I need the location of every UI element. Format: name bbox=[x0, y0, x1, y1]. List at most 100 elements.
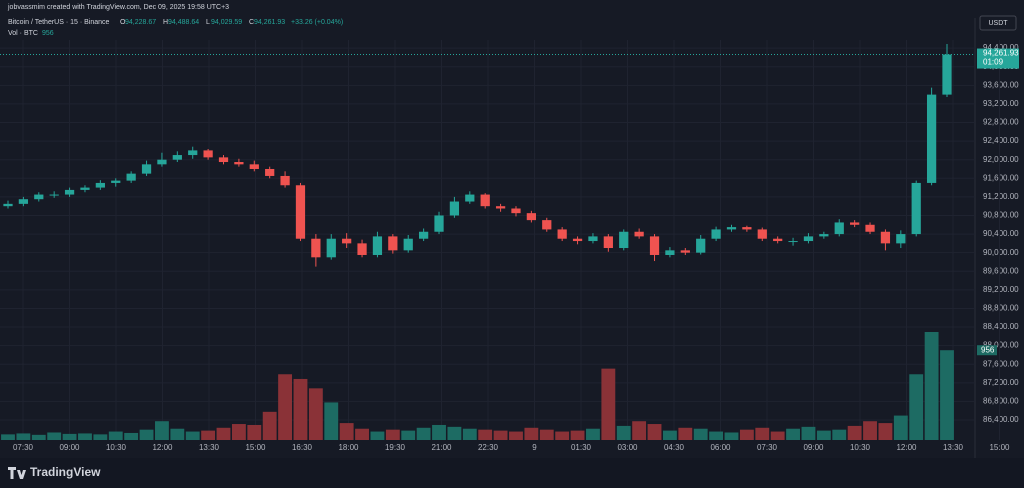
candle-body bbox=[372, 236, 383, 255]
candle-body bbox=[803, 236, 814, 242]
x-tick-label: 13:30 bbox=[199, 443, 220, 452]
volume-bar bbox=[863, 421, 877, 440]
x-tick-label: 10:30 bbox=[106, 443, 127, 452]
ohlc-value: 94,029.59 bbox=[211, 19, 242, 26]
x-tick-label: 09:00 bbox=[59, 443, 80, 452]
x-tick-label: 10:30 bbox=[850, 443, 871, 452]
candle-body bbox=[557, 229, 567, 239]
x-tick-label: 09:00 bbox=[803, 443, 824, 452]
candle-body bbox=[18, 199, 29, 204]
candle-body bbox=[265, 168, 275, 176]
brand-logo bbox=[8, 467, 26, 479]
y-tick-label: 92,400.00 bbox=[983, 136, 1019, 145]
currency-button[interactable] bbox=[979, 15, 1017, 31]
candle-body bbox=[311, 238, 321, 258]
candle-body bbox=[64, 189, 75, 195]
x-tick-label: 06:00 bbox=[710, 443, 731, 452]
candle-body bbox=[188, 150, 198, 156]
candle-body bbox=[249, 164, 259, 169]
volume-bar bbox=[601, 368, 616, 440]
candle-body bbox=[834, 222, 844, 235]
candle-body bbox=[403, 238, 413, 251]
x-tick-label: 03:00 bbox=[617, 443, 638, 452]
candle-body bbox=[665, 250, 675, 255]
volume-bar bbox=[801, 426, 816, 440]
y-tick-label: 86,800.00 bbox=[983, 397, 1019, 406]
candle-body bbox=[342, 238, 352, 244]
candle-body bbox=[896, 234, 906, 244]
volume-tag-label: 956 bbox=[981, 345, 995, 354]
y-tick-label: 91,600.00 bbox=[983, 173, 1019, 182]
volume-bar bbox=[355, 428, 369, 440]
candle-body bbox=[49, 194, 59, 196]
candle-body bbox=[542, 220, 552, 230]
candle-body bbox=[218, 157, 229, 163]
volume-bar bbox=[262, 411, 277, 440]
candle-body bbox=[3, 203, 13, 207]
y-tick-label: 91,200.00 bbox=[983, 192, 1019, 201]
candle-body bbox=[157, 159, 167, 165]
candle-body bbox=[495, 206, 506, 209]
candle-body bbox=[726, 227, 737, 230]
candle-body bbox=[326, 238, 336, 258]
candle-body bbox=[111, 180, 121, 183]
volume-bar bbox=[308, 388, 323, 440]
volume-bar bbox=[16, 433, 31, 440]
volume-bar bbox=[724, 432, 739, 440]
volume-bar bbox=[478, 429, 493, 440]
candle-body bbox=[819, 234, 829, 237]
y-tick-label: 86,400.00 bbox=[983, 415, 1019, 424]
y-tick-label: 88,000.00 bbox=[983, 341, 1019, 350]
volume-bar bbox=[432, 424, 446, 440]
candle-body bbox=[773, 238, 783, 242]
volume-bar bbox=[416, 427, 431, 440]
volume-bar bbox=[324, 402, 339, 440]
countdown: 01:09 bbox=[983, 58, 1004, 67]
currency-label[interactable]: USDT bbox=[988, 20, 1008, 27]
volume-bar bbox=[247, 424, 262, 440]
volume-bar bbox=[770, 431, 785, 440]
y-tick-label: 93,600.00 bbox=[983, 80, 1019, 89]
volume-bar bbox=[370, 431, 385, 440]
volume-bar bbox=[493, 430, 508, 440]
x-tick-label: 12:00 bbox=[152, 443, 173, 452]
volume-bar bbox=[447, 426, 462, 440]
volume-bar bbox=[185, 431, 200, 440]
y-tick-label: 93,200.00 bbox=[983, 99, 1019, 108]
volume-bar bbox=[909, 374, 924, 440]
candle-body bbox=[34, 194, 44, 200]
volume-bar bbox=[1, 434, 15, 440]
change: +33.26 (+0.04%) bbox=[291, 19, 343, 26]
y-tick-label: 90,800.00 bbox=[983, 211, 1019, 220]
x-tick-label: 22:30 bbox=[478, 443, 499, 452]
volume-bar bbox=[93, 434, 108, 440]
ohlc-key: O bbox=[120, 19, 126, 26]
x-tick-label: 13:30 bbox=[943, 443, 964, 452]
volume-bar bbox=[278, 374, 293, 440]
volume-bar bbox=[924, 332, 939, 440]
candle-body bbox=[680, 250, 690, 253]
candle-body bbox=[588, 236, 598, 242]
candle-body bbox=[757, 229, 767, 239]
y-tick-label: 87,600.00 bbox=[983, 359, 1019, 368]
candle-body bbox=[572, 238, 583, 242]
volume-bar bbox=[616, 425, 631, 440]
candle-body bbox=[449, 201, 460, 216]
volume-bar bbox=[555, 431, 570, 440]
volume-bar bbox=[570, 430, 585, 440]
brand-name: TradingView bbox=[30, 465, 101, 479]
volume-bar bbox=[108, 431, 123, 440]
volume-bar bbox=[847, 425, 862, 440]
candle-body bbox=[742, 227, 752, 230]
ohlc-value: 94,488.64 bbox=[168, 19, 199, 26]
volume-bar bbox=[816, 430, 831, 440]
volume-bar bbox=[693, 428, 708, 440]
y-tick-label: 89,200.00 bbox=[983, 285, 1019, 294]
candle-body bbox=[465, 194, 475, 202]
y-tick-label: 94,400.00 bbox=[983, 43, 1019, 52]
volume-bar bbox=[709, 431, 724, 440]
volume-bar bbox=[524, 427, 539, 440]
volume-tag bbox=[977, 345, 997, 356]
volume-bar bbox=[401, 430, 416, 440]
candle-body bbox=[603, 236, 613, 249]
